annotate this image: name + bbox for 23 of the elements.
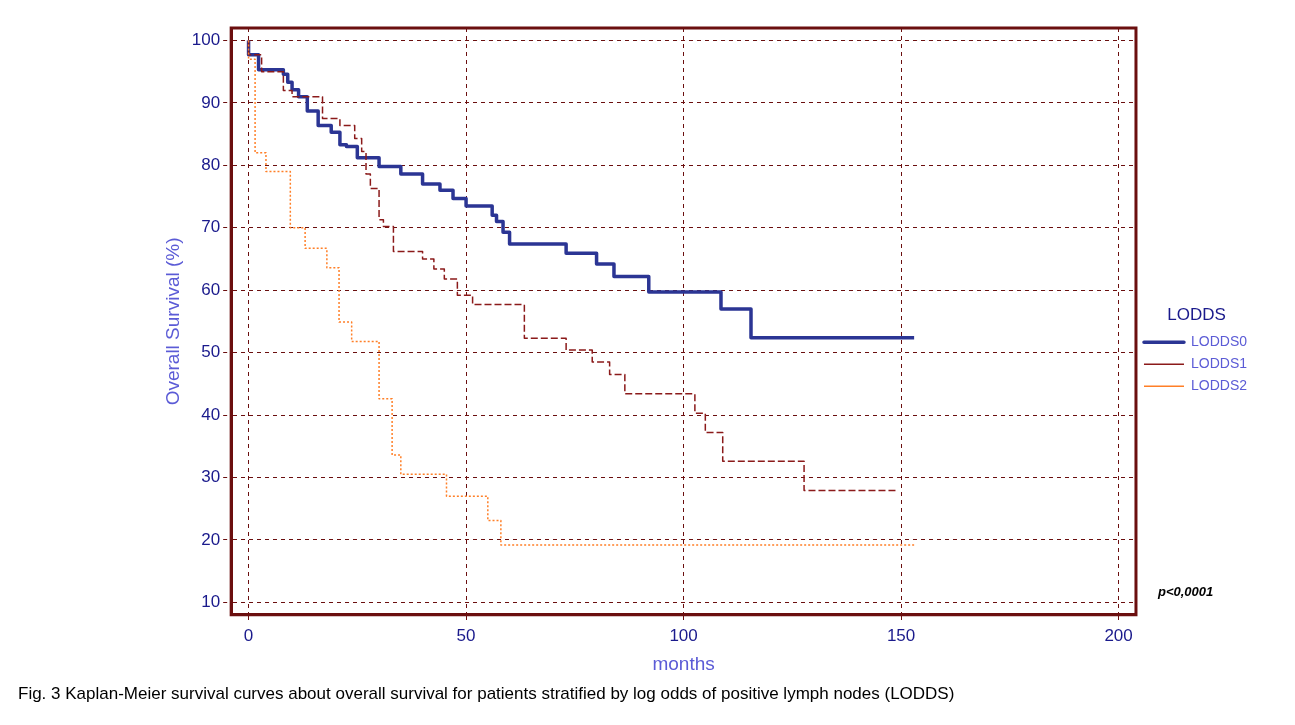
x-axis-title: months	[652, 652, 715, 674]
y-tick-label: 70	[201, 217, 221, 237]
x-tick-label: 150	[886, 625, 916, 645]
y-tick-label: 10	[201, 592, 221, 611]
x-tick-label: 0	[243, 625, 254, 645]
y-tick-label: 60	[201, 279, 221, 299]
y-tick-label: 40	[201, 404, 221, 424]
y-tick-label: 50	[201, 342, 221, 362]
x-tick-label: 50	[456, 625, 476, 645]
legend-label: LODDS0	[1190, 333, 1248, 350]
caption: Fig. 3 Kaplan-Meier survival curves about overall survival for patients stratified by log odds of positive lymph nodes (LODDS)	[17, 683, 956, 705]
y-tick-label: 30	[201, 467, 221, 487]
y-tick-label: 90	[201, 92, 221, 112]
legend-label: LODDS2	[1190, 377, 1248, 394]
y-tick-label: 20	[201, 529, 221, 549]
text: p<0,0001	[1156, 583, 1214, 599]
legend-label: LODDS1	[1190, 355, 1248, 372]
y-axis-title: Overall Survival (%)	[161, 237, 183, 406]
y-tick-label: 80	[201, 155, 221, 175]
x-tick-label: 100	[669, 625, 698, 645]
legend-title: LODDS	[1167, 304, 1226, 324]
x-tick-label: 200	[1104, 625, 1133, 645]
y-tick-label: 100	[191, 30, 221, 50]
